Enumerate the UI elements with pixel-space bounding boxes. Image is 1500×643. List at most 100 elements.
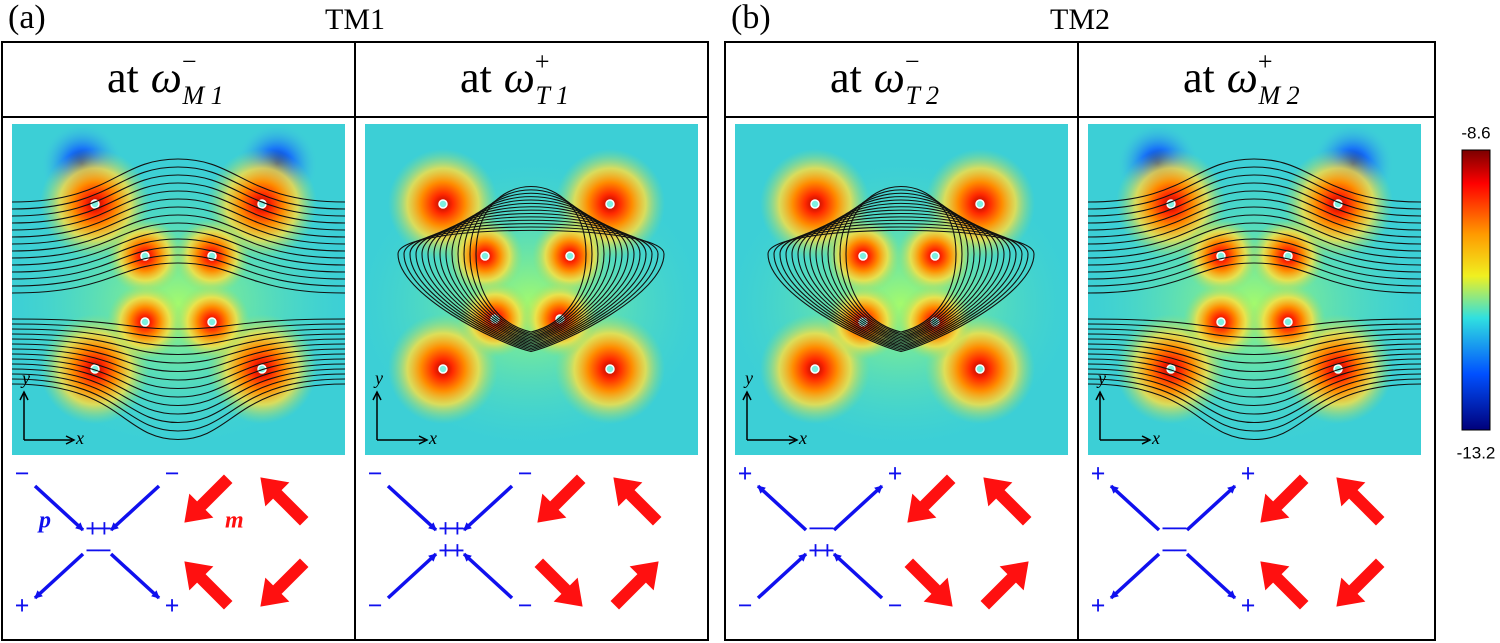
p-arrow [1185, 552, 1237, 600]
corner-sign: + [1091, 591, 1106, 620]
field-line [475, 185, 587, 333]
heading-symbol: ω [504, 53, 535, 102]
field-line [1088, 214, 1421, 390]
field-line [839, 189, 963, 335]
field-line [803, 209, 999, 344]
field-line [415, 219, 647, 348]
field-line [421, 216, 641, 347]
field-line [773, 226, 1029, 351]
field-line [403, 226, 659, 351]
axis-label-y: y [743, 368, 753, 388]
axis-label-x: x [1151, 428, 1160, 448]
column-heading: at ω− T 2 [830, 47, 939, 110]
p-label: p [37, 508, 51, 534]
heading-symbol: ω [1227, 53, 1258, 102]
field-line [1088, 246, 1421, 424]
field-line [767, 229, 1035, 353]
field-line [1088, 238, 1421, 415]
field-line [12, 222, 345, 398]
map-content [735, 124, 1068, 455]
field-line [12, 238, 345, 415]
field-line [12, 198, 345, 373]
panel-label: (b) [731, 0, 771, 36]
field-line [1088, 230, 1421, 407]
spot-core [565, 251, 575, 261]
p-arrow [756, 552, 808, 600]
axis-indicator [746, 394, 795, 441]
p-arrow [33, 484, 85, 532]
m-arrow [983, 477, 1032, 526]
heading-symbol: ω [874, 53, 905, 102]
axis-indicator [376, 394, 425, 441]
axis-indicator [23, 394, 72, 441]
corner-sign: + [1091, 459, 1106, 488]
field-line [12, 206, 345, 381]
corner-sign: + [738, 459, 753, 488]
field-map: yx [1088, 124, 1421, 455]
corner-sign: − [888, 591, 903, 620]
corner-sign: + [15, 591, 30, 620]
heading-sub: T 1 [536, 81, 570, 110]
axis-head [742, 390, 799, 445]
center-sign: −− [85, 536, 111, 565]
center-sign: ++ [808, 536, 834, 565]
field-line [463, 192, 599, 336]
field-line [797, 212, 1005, 345]
corner-sign: + [1241, 459, 1256, 488]
field-line [397, 229, 665, 353]
m-arrow [980, 561, 1029, 610]
corner-sign: − [15, 459, 30, 488]
center-sign: ++ [438, 536, 464, 565]
p-arrow [1109, 484, 1161, 532]
m-arrow [1260, 474, 1309, 523]
p-arrow [109, 484, 161, 532]
field-line [1088, 222, 1421, 398]
colorbar-max: -8.6 [1461, 123, 1490, 142]
field-line [779, 223, 1023, 350]
m-arrow [1336, 558, 1385, 607]
corner-sign: − [518, 591, 533, 620]
spot-core [207, 317, 217, 327]
m-arrow [1336, 477, 1385, 526]
panel-label: (a) [8, 0, 46, 36]
p-arrow [386, 484, 438, 532]
panel-title: TM2 [1050, 3, 1110, 36]
field-line [845, 185, 957, 333]
field-line [821, 199, 981, 339]
m-arrow [260, 558, 309, 607]
corner-sign: + [1241, 591, 1256, 620]
heading-symbol: ω [151, 53, 182, 102]
spot-core [975, 199, 985, 209]
colorbar [1461, 149, 1491, 431]
m-arrow [610, 561, 659, 610]
axis-label-y: y [373, 368, 383, 388]
field-line [12, 246, 345, 424]
spot-core [810, 199, 820, 209]
m-arrow [184, 561, 233, 610]
corner-sign: − [518, 459, 533, 488]
heading-text: at [107, 53, 139, 102]
field-line [12, 254, 345, 432]
field-line [439, 206, 623, 342]
field-line [1088, 198, 1421, 373]
spot-core [438, 199, 448, 209]
field-line [1088, 262, 1421, 441]
axis-head [1095, 390, 1152, 445]
axis-indicator [1099, 394, 1148, 441]
spot-core [1283, 317, 1293, 327]
map-content [1088, 124, 1421, 455]
corner-sign: − [738, 591, 753, 620]
p-arrow [109, 552, 161, 600]
p-arrow [1185, 484, 1237, 532]
field-line [12, 190, 345, 364]
field-line [12, 182, 345, 356]
field-line [427, 212, 635, 345]
axis-label-x: x [428, 428, 437, 448]
spot-core [438, 364, 448, 374]
axis-label-x: x [75, 428, 84, 448]
corner-sign: + [888, 459, 903, 488]
field-line [445, 202, 617, 341]
column-heading: at ω− M 1 [107, 47, 224, 110]
p-arrow [832, 552, 884, 600]
